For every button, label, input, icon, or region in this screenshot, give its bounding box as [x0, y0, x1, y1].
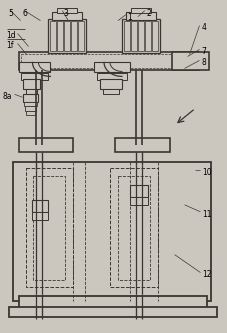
Bar	[25, 168, 73, 287]
Text: 8: 8	[201, 59, 205, 68]
Text: 2: 2	[146, 9, 151, 18]
Text: 5: 5	[9, 9, 13, 18]
Bar	[52, 12, 82, 20]
Bar	[48, 19, 86, 54]
Text: 1d: 1d	[7, 31, 16, 40]
Bar	[22, 79, 40, 89]
Bar	[97, 73, 126, 80]
Bar	[57, 8, 77, 13]
Text: 6: 6	[22, 9, 27, 18]
Bar	[151, 21, 157, 52]
Bar	[64, 21, 70, 52]
Text: 11: 11	[202, 210, 211, 219]
Bar	[110, 168, 157, 287]
Bar	[25, 111, 35, 115]
Bar	[19, 138, 73, 152]
Text: 8a: 8a	[3, 92, 12, 101]
Bar	[129, 197, 147, 205]
Bar	[130, 21, 136, 52]
Bar	[123, 21, 129, 52]
Bar	[50, 21, 56, 52]
Bar	[129, 185, 147, 197]
Bar	[25, 106, 36, 111]
Bar	[9, 307, 216, 317]
Bar	[130, 8, 150, 13]
Bar	[137, 21, 143, 52]
Bar	[20, 73, 48, 80]
Bar	[19, 62, 50, 72]
Bar	[19, 296, 207, 310]
Text: 12: 12	[202, 270, 211, 279]
Bar	[103, 89, 118, 94]
Bar	[117, 176, 149, 279]
Bar	[23, 102, 37, 106]
Text: 4: 4	[201, 23, 205, 32]
Bar	[94, 62, 129, 72]
Bar	[33, 176, 65, 279]
Bar	[25, 89, 37, 94]
Bar	[12, 162, 210, 301]
Text: 1f: 1f	[7, 41, 14, 50]
Text: 7: 7	[201, 48, 205, 57]
Bar	[100, 79, 121, 89]
Bar	[125, 12, 155, 20]
Bar	[144, 21, 150, 52]
Bar	[114, 138, 169, 152]
Bar	[171, 53, 208, 70]
Bar	[31, 212, 48, 220]
Bar	[22, 94, 38, 102]
Bar	[71, 21, 77, 52]
Bar	[19, 53, 199, 70]
Text: 1: 1	[126, 13, 131, 22]
Bar	[57, 21, 63, 52]
Bar	[20, 55, 197, 68]
Text: 10: 10	[202, 168, 211, 177]
Bar	[121, 19, 159, 54]
Text: 3: 3	[63, 9, 68, 18]
Bar	[78, 21, 84, 52]
Bar	[31, 200, 48, 212]
